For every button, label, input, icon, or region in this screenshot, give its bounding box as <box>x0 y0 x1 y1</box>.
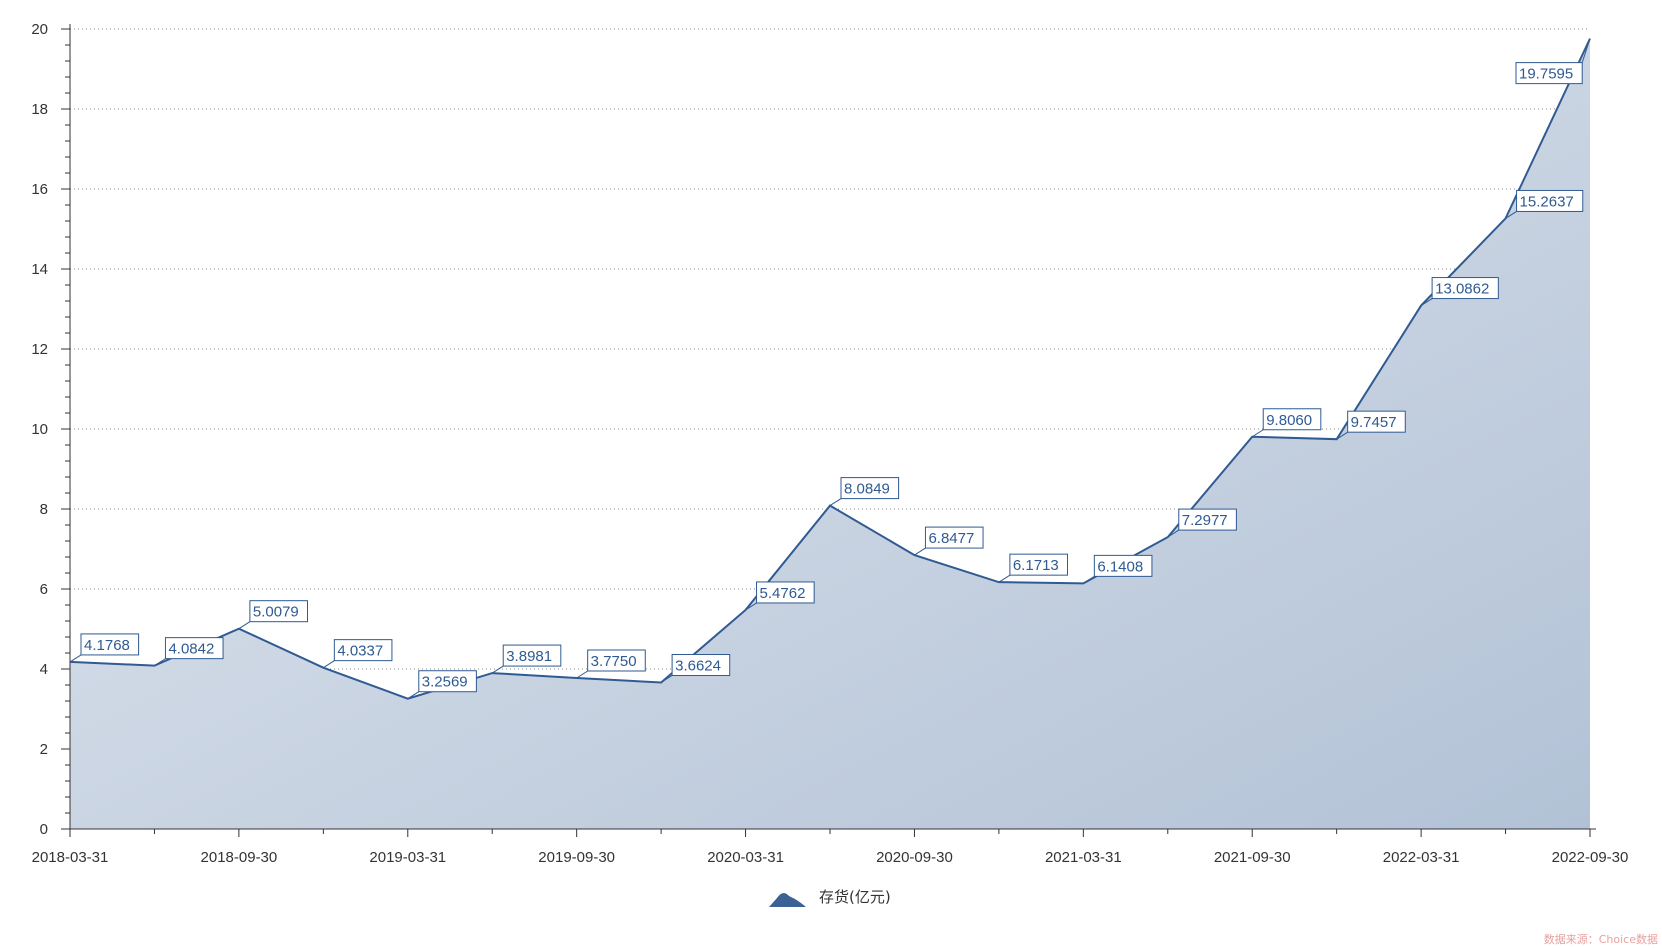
label-leader <box>829 498 842 507</box>
x-tick-label: 2019-09-30 <box>538 849 615 866</box>
data-label: 5.4762 <box>760 585 806 602</box>
legend[interactable]: 存货(亿元) <box>769 888 891 907</box>
x-tick-label: 2018-03-31 <box>32 849 109 866</box>
label-leader <box>491 665 504 674</box>
data-label: 3.2569 <box>422 674 468 691</box>
label-box <box>1009 553 1068 576</box>
label-leader <box>154 658 166 667</box>
label-leader <box>1167 529 1180 538</box>
data-label: 3.7750 <box>591 653 637 670</box>
data-label: 4.1768 <box>84 637 130 654</box>
y-tick-label: 14 <box>31 261 48 278</box>
label-leader <box>745 602 757 611</box>
label-leader <box>407 691 420 700</box>
label-box <box>249 600 308 623</box>
label-box <box>924 526 984 549</box>
y-tick-label: 16 <box>31 181 48 198</box>
label-box <box>756 581 815 604</box>
label-leader <box>660 675 673 683</box>
label-box <box>1347 410 1406 433</box>
data-label: 9.8060 <box>1266 412 1312 429</box>
area-fill <box>69 38 1591 830</box>
x-tick-label: 2022-09-30 <box>1552 849 1629 866</box>
label-box <box>1093 554 1153 577</box>
data-label: 9.7457 <box>1351 414 1397 431</box>
mountain-icon <box>769 892 806 907</box>
label-box <box>1515 62 1583 85</box>
label-box <box>80 633 140 656</box>
legend-label: 存货(亿元) <box>819 888 891 906</box>
label-leader <box>323 660 335 669</box>
data-label: 15.2637 <box>1520 193 1574 210</box>
y-tick-label: 18 <box>31 101 48 118</box>
data-label: 4.0337 <box>337 643 383 660</box>
label-box <box>840 477 900 500</box>
x-tick-label: 2019-03-31 <box>369 849 446 866</box>
y-tick-label: 20 <box>31 21 48 38</box>
label-leader <box>238 621 251 630</box>
x-tick-label: 2022-03-31 <box>1383 849 1460 866</box>
y-tick-label: 0 <box>40 821 48 838</box>
y-tick-label: 4 <box>40 661 48 678</box>
data-label: 3.6624 <box>675 658 721 675</box>
data-label: 5.0079 <box>253 604 299 621</box>
label-box <box>333 639 393 662</box>
label-leader <box>576 670 588 679</box>
data-label: 3.8981 <box>506 648 552 665</box>
data-label: 4.0842 <box>168 641 214 658</box>
label-leader <box>1420 298 1433 306</box>
data-label: 13.0862 <box>1435 281 1489 298</box>
label-box <box>1431 277 1499 300</box>
label-leader <box>1251 429 1264 438</box>
data-label: 8.0849 <box>844 481 890 498</box>
label-box <box>587 649 646 672</box>
y-tick-label: 10 <box>31 421 48 438</box>
label-box <box>502 644 562 667</box>
label-box <box>1516 189 1584 212</box>
label-leader <box>1505 211 1517 219</box>
data-labels: 4.1768 4.0842 5.0079 4.0337 3.2569 3.8981 3.77… <box>69 38 1591 700</box>
source-note: 数据来源：Choice数据 <box>1544 932 1658 946</box>
axes: 0 2 4 6 8 10 12 14 16 18 20 2018-03-31 2018-09-30 201… <box>31 21 1628 866</box>
y-tick-label: 12 <box>31 341 48 358</box>
label-box <box>1178 508 1237 531</box>
y-tick-label: 2 <box>40 741 48 758</box>
label-leader <box>1083 575 1095 584</box>
label-box <box>671 654 731 677</box>
x-tick-label: 2021-09-30 <box>1214 849 1291 866</box>
area-shape <box>70 38 1590 830</box>
y-tick-label: 8 <box>40 501 48 518</box>
label-box <box>164 637 224 660</box>
label-leader <box>69 654 82 663</box>
label-leader <box>1336 431 1348 440</box>
data-label: 6.1713 <box>1013 557 1059 574</box>
x-tick-label: 2020-09-30 <box>876 849 953 866</box>
label-box <box>1262 408 1322 431</box>
x-tick-label: 2018-09-30 <box>201 849 278 866</box>
data-label: 6.1408 <box>1097 558 1143 575</box>
data-label: 19.7595 <box>1519 66 1573 83</box>
label-leader <box>1581 38 1591 63</box>
y-tick-label: 6 <box>40 581 48 598</box>
data-label: 6.8477 <box>928 530 974 547</box>
x-tick-label: 2020-03-31 <box>707 849 784 866</box>
label-leader <box>998 574 1011 583</box>
x-tick-label: 2021-03-31 <box>1045 849 1122 866</box>
data-label: 7.2977 <box>1182 512 1228 529</box>
label-leader <box>914 547 926 556</box>
label-box <box>418 670 477 693</box>
